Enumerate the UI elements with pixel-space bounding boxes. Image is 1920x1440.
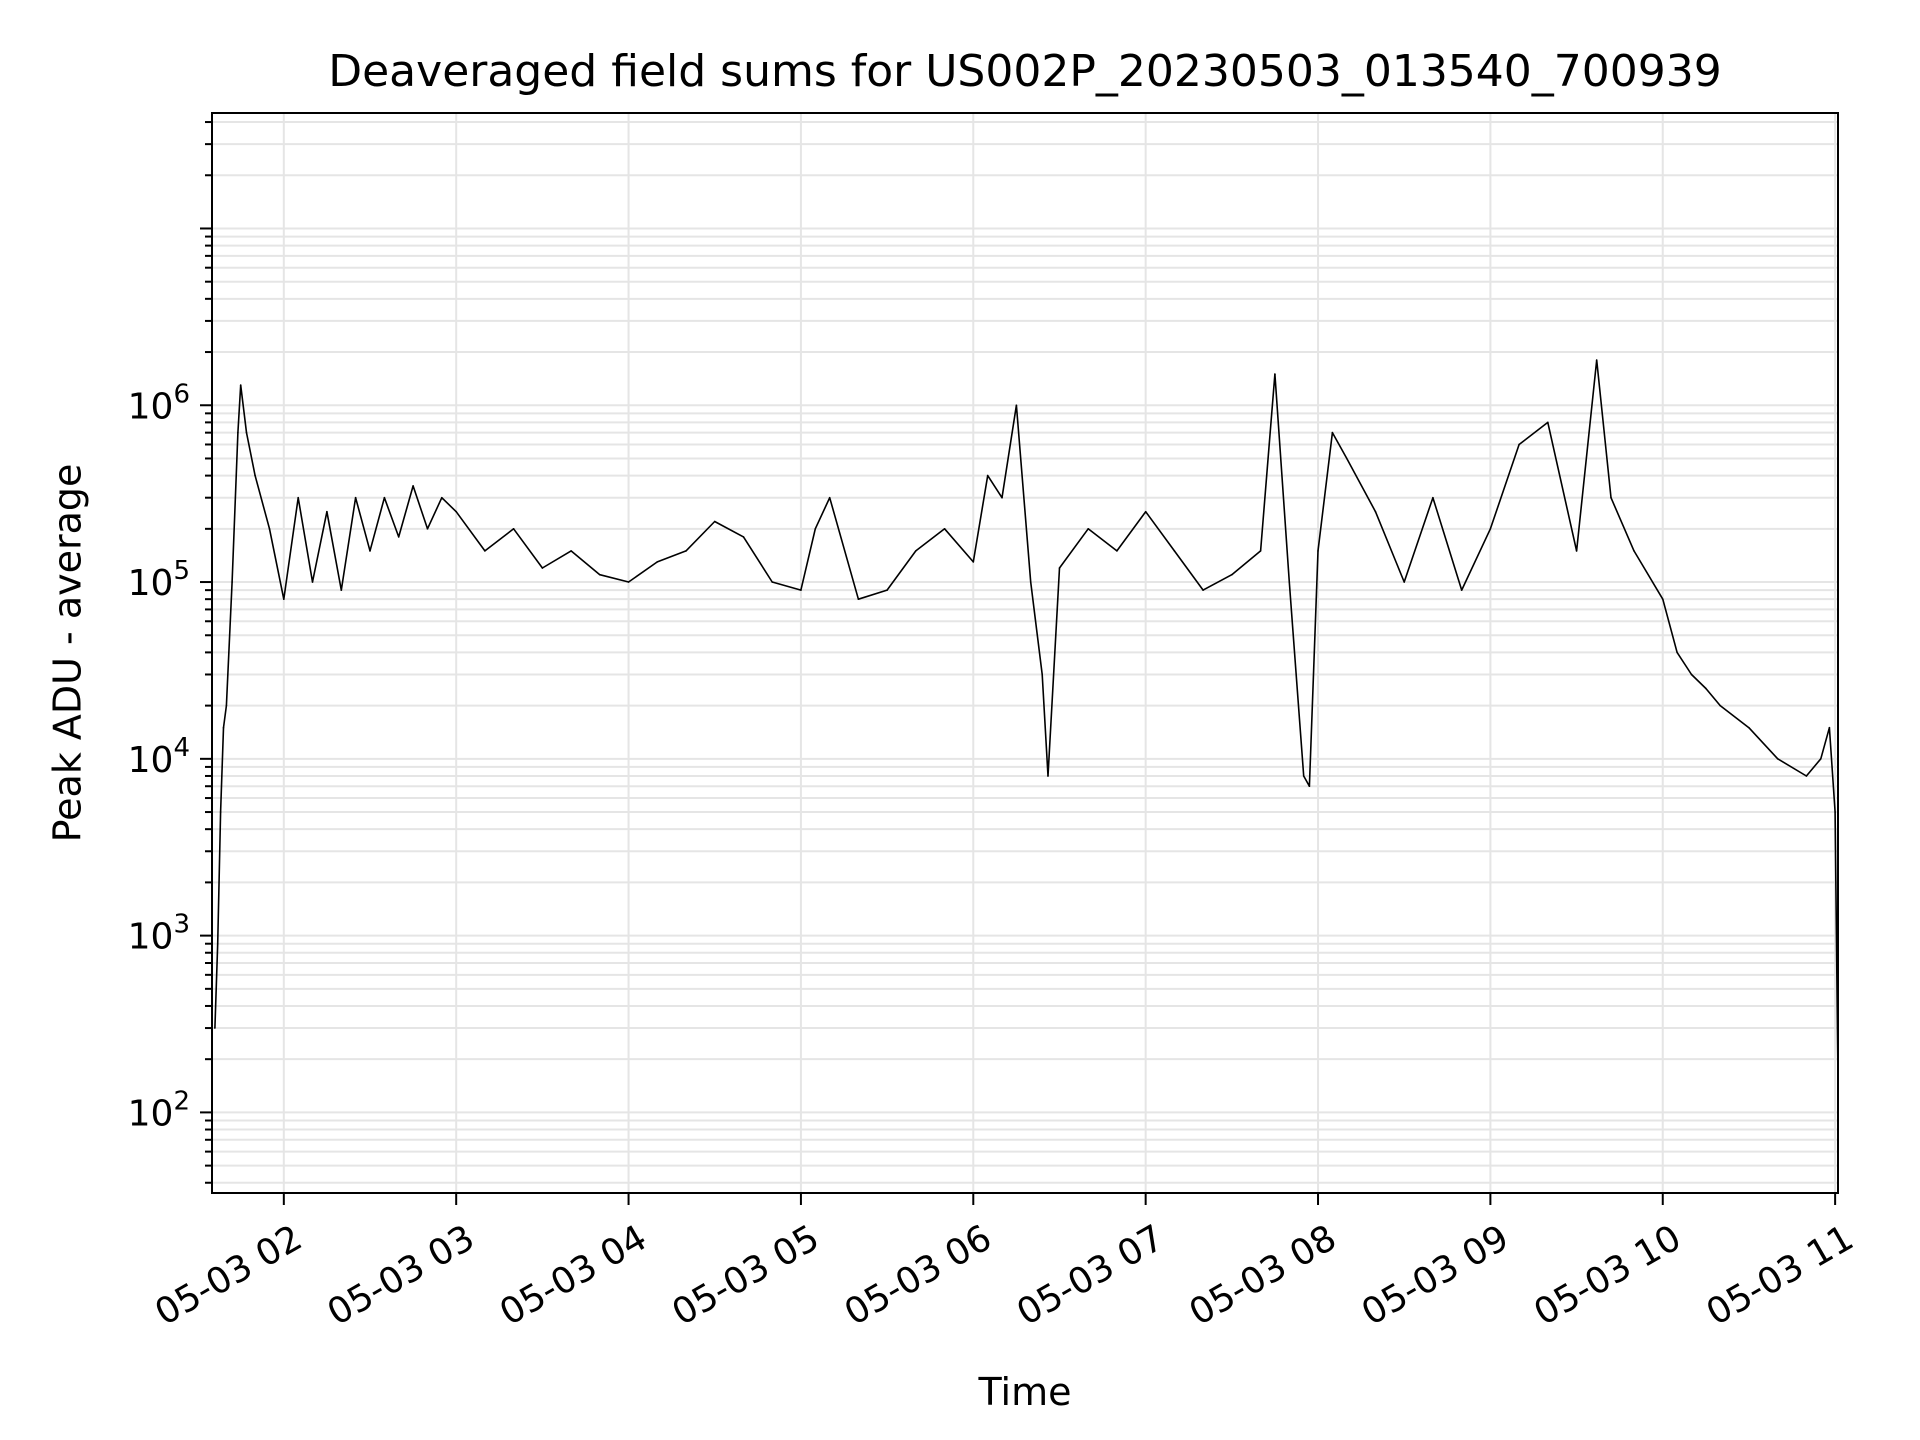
data-point xyxy=(771,581,773,583)
series-layer xyxy=(214,359,1839,1083)
y-tick-label: 106 xyxy=(128,379,190,427)
data-point xyxy=(268,528,271,530)
data-point xyxy=(225,704,228,707)
data-point xyxy=(1633,550,1635,552)
data-point xyxy=(1288,581,1291,583)
data-point xyxy=(627,581,630,583)
y-axis: 102 103 104 105 106 xyxy=(128,121,212,1184)
data-point xyxy=(1661,598,1664,600)
data-point xyxy=(685,550,687,552)
data-point xyxy=(1676,651,1678,654)
data-point xyxy=(1834,811,1836,813)
data-point xyxy=(1202,589,1204,591)
data-point xyxy=(1317,550,1319,552)
data-point xyxy=(1432,496,1434,499)
data-point xyxy=(570,550,572,552)
data-point xyxy=(1705,687,1707,690)
data-point xyxy=(340,589,343,591)
data-point xyxy=(1302,775,1305,777)
data-point xyxy=(219,811,222,813)
data-point xyxy=(943,528,946,530)
data-point xyxy=(245,431,248,434)
data-point xyxy=(1047,775,1049,777)
data-point xyxy=(1595,359,1598,361)
data-point xyxy=(986,474,989,477)
data-point xyxy=(254,474,256,477)
data-point xyxy=(1748,726,1750,729)
data-point xyxy=(800,589,802,591)
y-axis-label: Peak ADU - average xyxy=(46,464,90,843)
data-point xyxy=(886,589,888,591)
data-point xyxy=(222,726,225,729)
y-tick-label: 102 xyxy=(128,1086,190,1134)
data-point xyxy=(1403,581,1406,583)
data-point xyxy=(1828,726,1831,729)
data-point xyxy=(541,567,544,569)
data-point xyxy=(216,942,219,945)
data-point xyxy=(1259,550,1262,552)
data-point xyxy=(1805,775,1808,777)
data-point xyxy=(742,536,745,538)
data-point xyxy=(1058,567,1061,569)
data-point xyxy=(599,573,601,576)
data-point xyxy=(1274,373,1276,375)
data-point xyxy=(1374,510,1377,513)
data-point xyxy=(1460,589,1463,591)
data-point xyxy=(814,528,817,530)
data-point xyxy=(383,496,386,499)
data-point xyxy=(972,561,975,563)
data-point xyxy=(354,496,357,499)
data-point xyxy=(1041,673,1044,676)
data-point xyxy=(397,536,400,538)
data-point xyxy=(231,581,233,583)
data-point xyxy=(857,598,860,600)
data-point xyxy=(1719,704,1722,707)
data-point xyxy=(426,528,429,530)
data-point xyxy=(1029,581,1032,583)
data-point xyxy=(441,496,443,499)
data-point xyxy=(1819,758,1822,760)
data-point xyxy=(1690,673,1693,676)
data-point xyxy=(311,581,314,583)
data-point xyxy=(297,496,299,499)
data-point xyxy=(1776,758,1779,760)
data-point xyxy=(1331,431,1334,434)
data-point xyxy=(1001,496,1003,499)
data-point xyxy=(237,431,239,434)
data-point xyxy=(1547,421,1549,424)
data-point xyxy=(1518,443,1520,446)
grid xyxy=(212,113,1838,1193)
data-point xyxy=(656,561,659,563)
data-point xyxy=(412,485,414,487)
y-tick-label: 105 xyxy=(128,556,190,604)
x-axis-label: Time xyxy=(978,1370,1072,1414)
data-point xyxy=(1308,785,1311,788)
data-point xyxy=(1345,457,1348,460)
data-point xyxy=(1231,573,1233,576)
chart-title: Deaveraged field sums for US002P_2023050… xyxy=(328,46,1722,97)
data-point xyxy=(915,550,917,552)
data-point xyxy=(214,1027,216,1029)
data-point xyxy=(1087,528,1090,530)
data-point xyxy=(1173,550,1176,552)
data-point xyxy=(713,520,716,523)
data-point xyxy=(455,510,457,513)
data-point xyxy=(369,550,371,552)
y-tick-label: 104 xyxy=(128,733,190,781)
data-point xyxy=(326,510,328,513)
data-point xyxy=(828,496,831,499)
data-point xyxy=(1489,528,1492,530)
data-point xyxy=(1015,404,1018,407)
data-point xyxy=(1116,550,1118,552)
data-point xyxy=(239,384,242,386)
data-point xyxy=(283,598,285,600)
y-tick-label: 103 xyxy=(128,910,190,958)
data-point xyxy=(484,550,486,552)
data-point xyxy=(1610,496,1612,499)
data-point xyxy=(1144,510,1147,513)
data-point xyxy=(1575,550,1578,552)
data-point xyxy=(512,528,515,530)
